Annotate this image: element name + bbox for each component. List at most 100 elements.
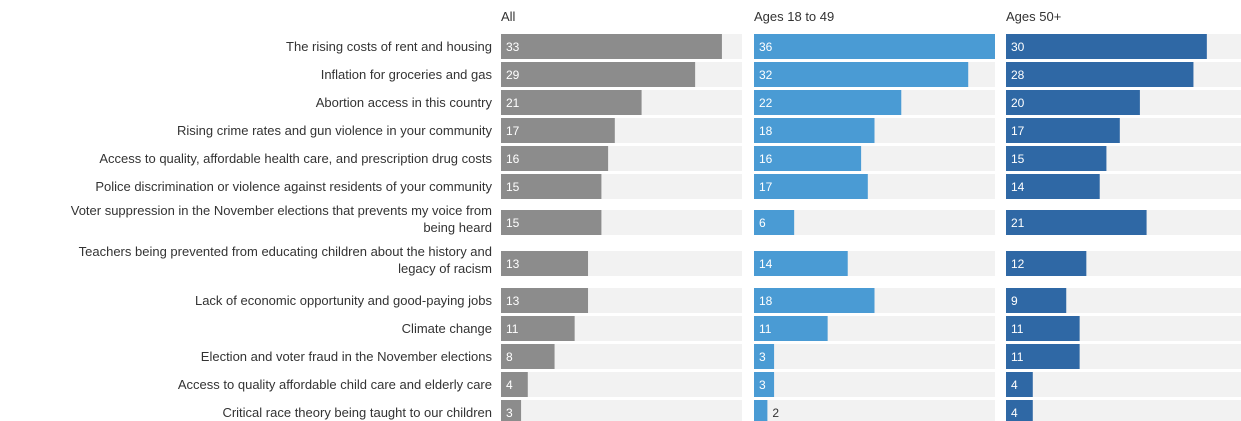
bar [1006,90,1140,115]
data-label: 30 [1011,40,1025,54]
bar [1006,174,1100,199]
bar [1006,210,1147,235]
bar [754,316,828,341]
bar [754,146,862,171]
bar [501,118,615,143]
bar [754,372,775,397]
category-label: The rising costs of rent and housing [286,39,492,54]
data-label: 3 [759,378,766,392]
bar [1006,288,1067,313]
bar [501,251,589,276]
data-label: 8 [506,350,513,364]
bar [1006,62,1194,87]
data-label: 9 [1011,294,1018,308]
category-label: Election and voter fraud in the November… [201,349,493,364]
bar [754,90,902,115]
data-label: 17 [1011,124,1025,138]
category-label: Rising crime rates and gun violence in y… [177,123,493,138]
bar [1006,34,1207,59]
bar-track [501,400,742,421]
data-label: 3 [506,406,513,420]
data-label: 17 [506,124,520,138]
data-label: 4 [1011,406,1018,420]
data-label: 16 [759,152,773,166]
bar-track [1006,400,1241,421]
data-label: 20 [1011,96,1025,110]
bar-track [754,344,995,369]
column-header-ages-18-49: Ages 18 to 49 [754,9,834,24]
bar [501,288,589,313]
category-label: Abortion access in this country [316,95,493,110]
bar [754,400,768,421]
bar [754,118,875,143]
data-label: 12 [1011,257,1025,271]
category-label: Critical race theory being taught to our… [222,405,492,420]
bar [1006,344,1080,369]
data-label: 32 [759,68,773,82]
data-label: 15 [506,180,520,194]
bar [1006,146,1107,171]
category-label: Climate change [402,321,492,336]
bar [501,34,722,59]
data-label: 4 [1011,378,1018,392]
data-label: 21 [506,96,520,110]
data-label: 15 [506,216,520,230]
bar [501,344,555,369]
data-label: 22 [759,96,773,110]
bar [1006,316,1080,341]
bar [1006,118,1120,143]
bar-track [754,372,995,397]
bar [1006,251,1087,276]
bar [501,400,522,421]
data-label: 11 [1011,350,1024,364]
data-label: 13 [506,294,520,308]
bar [501,210,602,235]
data-label: 6 [759,216,766,230]
data-label: 18 [759,124,773,138]
category-label: Access to quality affordable child care … [178,377,492,392]
data-label: 29 [506,68,520,82]
bar [754,251,848,276]
bar [501,146,609,171]
data-label: 11 [1011,322,1024,336]
bar [501,372,528,397]
data-label: 14 [759,257,773,271]
bar [754,34,995,59]
data-label: 16 [506,152,520,166]
data-label: 18 [759,294,773,308]
column-header-all: All [501,9,516,24]
data-label: 11 [506,322,519,336]
bar [754,62,969,87]
bar [501,316,575,341]
category-label: Voter suppression in the November electi… [71,203,492,235]
bar [501,90,642,115]
category-label: Inflation for groceries and gas [321,67,493,82]
data-label: 14 [1011,180,1025,194]
bar-track [754,400,995,421]
category-label: Teachers being prevented from educating … [79,244,492,276]
bar-track [501,372,742,397]
bar [754,288,875,313]
data-label: 36 [759,40,773,54]
category-label: Lack of economic opportunity and good-pa… [195,293,493,308]
bar-track [1006,372,1241,397]
category-label: Access to quality, affordable health car… [99,151,492,166]
data-label: 33 [506,40,520,54]
data-label: 11 [759,322,772,336]
bar [754,174,868,199]
data-label: 2 [772,406,779,420]
data-label: 17 [759,180,773,194]
bar [1006,400,1033,421]
data-label: 15 [1011,152,1025,166]
data-label: 21 [1011,216,1025,230]
column-header-ages-50-plus: Ages 50+ [1006,9,1061,24]
bar [754,344,775,369]
bar [501,62,696,87]
data-label: 4 [506,378,513,392]
data-label: 28 [1011,68,1025,82]
bar [754,210,795,235]
category-label: Police discrimination or violence agains… [95,179,492,194]
bar [501,174,602,199]
data-label: 3 [759,350,766,364]
